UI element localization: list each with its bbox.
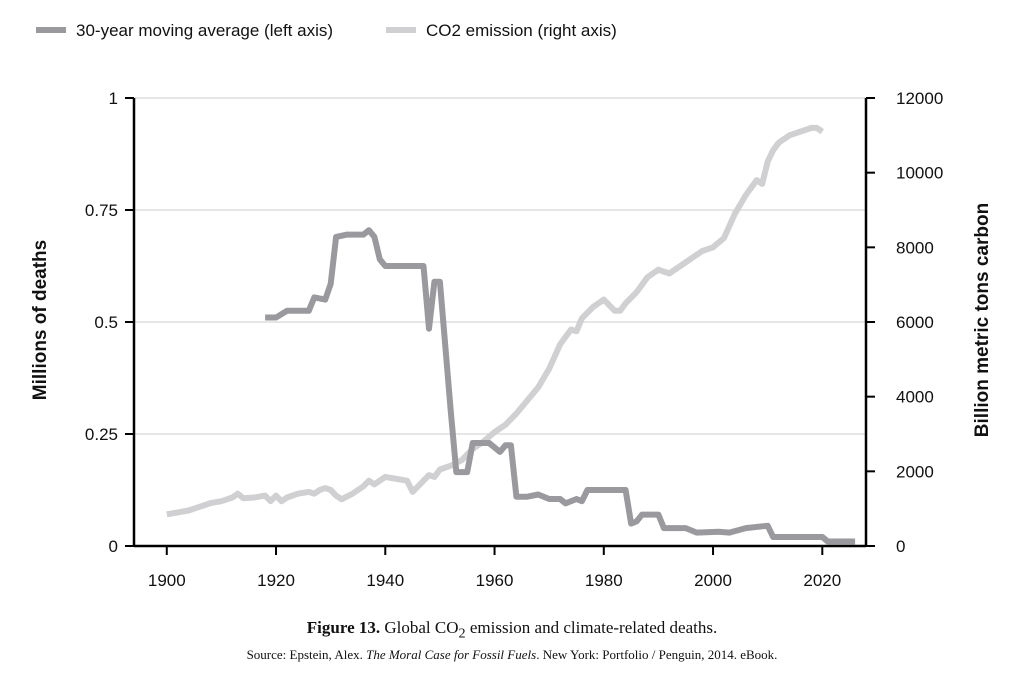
caption-text: Global CO (384, 618, 459, 637)
right-tick-label: 4000 (896, 388, 934, 407)
right-tick-label: 8000 (896, 238, 934, 257)
source-citation: Source: Epstein, Alex. The Moral Case fo… (0, 647, 1024, 663)
right-tick-label: 6000 (896, 313, 934, 332)
chart: 1900 1920 1940 1960 1980 2000 2020 0 0.25 0.5 0.7… (30, 21, 993, 590)
left-tick-label: 0.5 (94, 313, 118, 332)
x-tick-label: 1960 (476, 571, 514, 590)
right-tick-label: 2000 (896, 462, 934, 481)
x-tick-label: 1900 (148, 571, 186, 590)
left-tick-label: 0 (109, 537, 118, 556)
x-tick-label: 1920 (257, 571, 295, 590)
right-axis-ticks: 0 2000 4000 6000 8000 10000 12000 (866, 89, 943, 556)
right-tick-label: 10000 (896, 164, 943, 183)
x-tick-label: 1980 (585, 571, 623, 590)
x-tick-label: 2000 (694, 571, 732, 590)
figure-caption: Figure 13. Global CO2 emission and clima… (0, 618, 1024, 642)
x-axis-ticks: 1900 1920 1940 1960 1980 2000 2020 (148, 546, 841, 590)
left-tick-label: 1 (109, 89, 118, 108)
right-tick-label: 12000 (896, 89, 943, 108)
legend: 30-year moving average (left axis) CO2 e… (36, 21, 617, 40)
x-tick-label: 1940 (366, 571, 404, 590)
caption-subscript: 2 (458, 625, 466, 642)
series-line-moving-average (265, 227, 856, 545)
series-layer (166, 124, 856, 545)
left-axis-ticks: 0 0.25 0.5 0.75 1 (85, 89, 134, 556)
figure-label: Figure 13. (306, 618, 381, 637)
right-axis-title: Billion metric tons carbon (972, 203, 993, 437)
left-tick-label: 0.75 (85, 201, 118, 220)
gridlines (134, 97, 866, 435)
caption-text-after: emission and climate-related deaths. (465, 618, 718, 637)
source-title: The Moral Case for Fossil Fuels (366, 647, 537, 662)
right-tick-label: 0 (896, 537, 905, 556)
legend-label-moving-average: 30-year moving average (left axis) (76, 21, 333, 40)
left-axis-title: Millions of deaths (30, 240, 51, 400)
source-prefix: Source: Epstein, Alex. (246, 647, 367, 662)
left-tick-label: 0.25 (85, 425, 118, 444)
source-suffix: . New York: Portfolio / Penguin, 2014. e… (536, 647, 778, 662)
legend-label-co2-emission: CO2 emission (right axis) (426, 21, 617, 40)
series-line-co2-emission (166, 124, 824, 518)
x-tick-label: 2020 (803, 571, 841, 590)
